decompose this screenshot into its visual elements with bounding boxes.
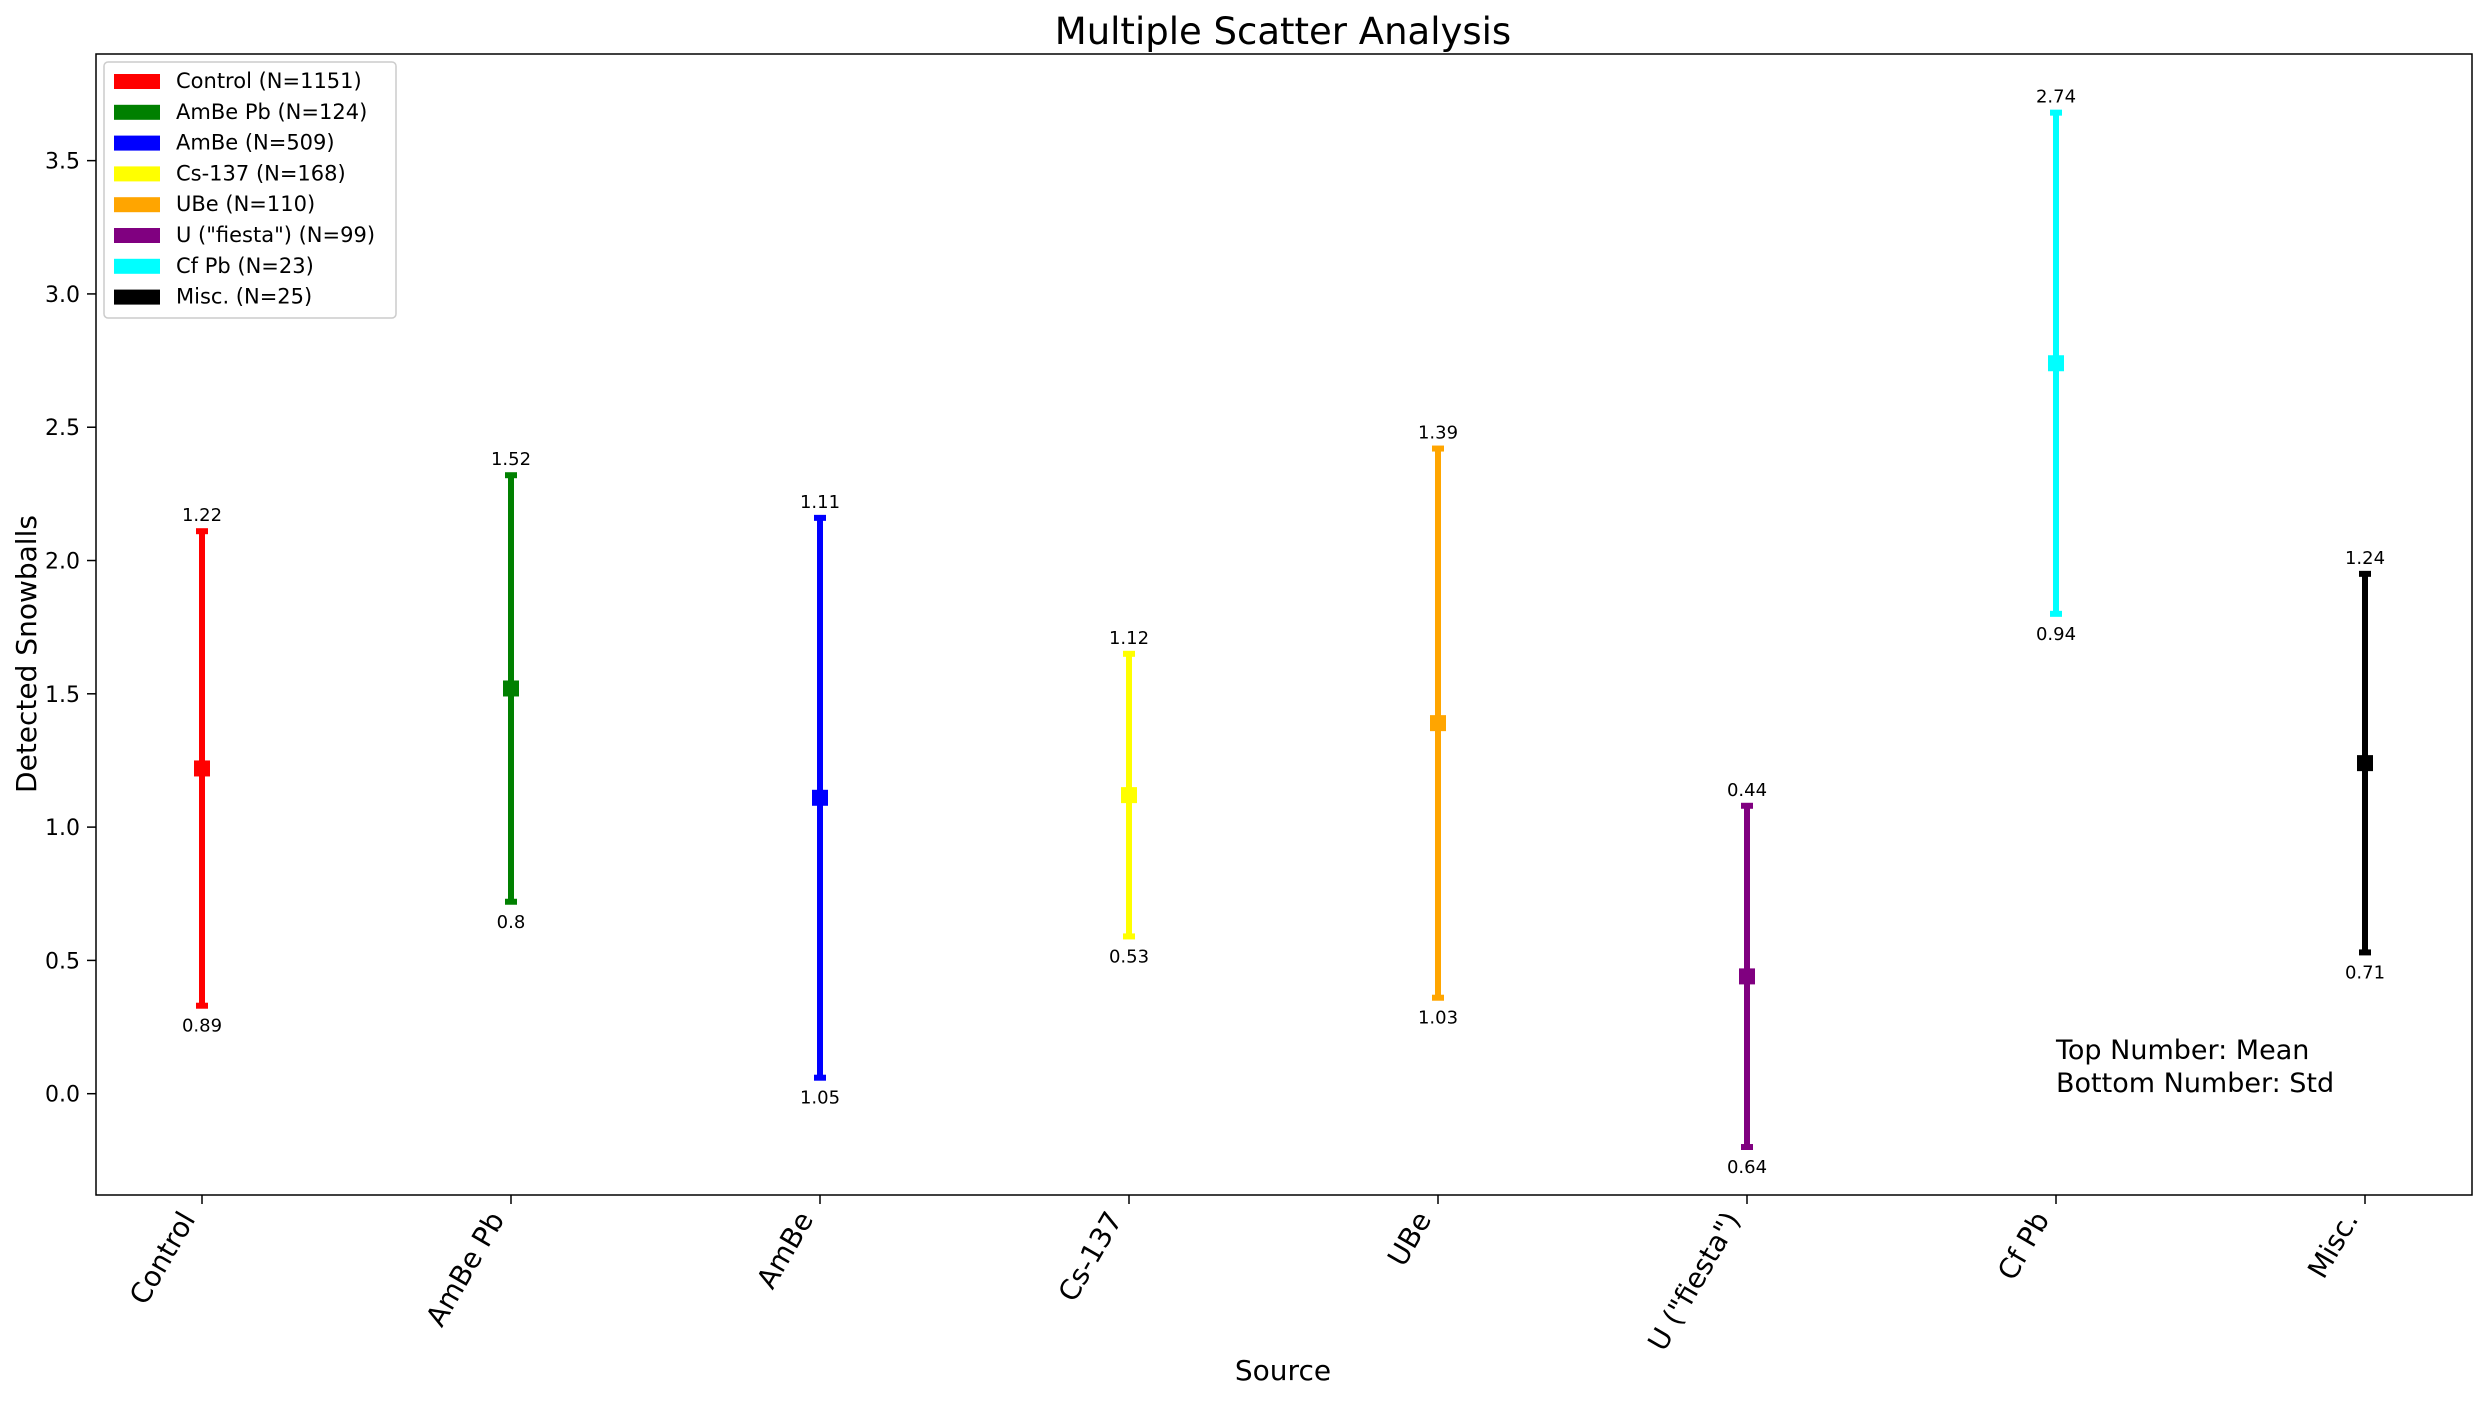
y-tick-label: 1.5 xyxy=(45,683,80,708)
y-tick-label: 3.5 xyxy=(45,150,80,175)
mean-label: 1.24 xyxy=(2345,548,2385,569)
y-tick-label: 2.0 xyxy=(45,550,80,575)
mean-label: 1.12 xyxy=(1109,628,1149,649)
legend-item-label: AmBe Pb (N=124) xyxy=(176,100,367,124)
mean-label: 1.39 xyxy=(1418,423,1458,444)
std-label: 1.05 xyxy=(800,1088,840,1109)
std-label: 0.89 xyxy=(182,1016,222,1037)
legend-swatch xyxy=(114,197,160,213)
legend-box xyxy=(103,61,397,319)
legend-item-label: Cf Pb (N=23) xyxy=(176,254,314,278)
mean-label: 1.52 xyxy=(491,449,531,470)
std-label: 1.03 xyxy=(1418,1008,1458,1029)
std-label: 0.53 xyxy=(1109,946,1149,967)
y-tick-label: 1.0 xyxy=(45,816,80,841)
legend-swatch xyxy=(114,135,160,151)
legend-swatch xyxy=(114,258,160,274)
mean-label: 1.11 xyxy=(800,492,840,513)
legend-item-label: UBe (N=110) xyxy=(176,192,315,216)
legend-item-label: Cs-137 (N=168) xyxy=(176,161,346,185)
legend-item-label: AmBe (N=509) xyxy=(176,131,335,155)
y-tick-label: 0.0 xyxy=(45,1083,80,1108)
mean-label: 2.74 xyxy=(2036,87,2076,108)
legend-swatch xyxy=(114,74,160,89)
y-tick-label: 2.5 xyxy=(45,416,80,441)
legend-swatch xyxy=(114,104,160,120)
mean-marker xyxy=(194,760,210,777)
legend: Control (N=1151) AmBe Pb (N=124) AmBe (N=5… xyxy=(103,61,397,319)
y-axis-label: Detected Snowballs xyxy=(10,515,43,793)
mean-marker xyxy=(1739,968,1755,985)
marks-layer: 1.22 0.89 1.52 0.8 1.11 1.05 1.12 0.53 1.39 1.03 0… xyxy=(182,87,2385,1178)
std-label: 0.64 xyxy=(1727,1157,1767,1178)
std-label: 0.71 xyxy=(2345,962,2385,983)
annotation-line-1: Top Number: Mean xyxy=(2055,1035,2309,1066)
annotation-line-2: Bottom Number: Std xyxy=(2056,1068,2334,1099)
std-label: 0.94 xyxy=(2036,624,2076,645)
legend-swatch xyxy=(114,289,160,305)
x-axis-label: Source xyxy=(1235,1354,1331,1387)
mean-marker xyxy=(812,789,828,806)
mean-marker xyxy=(1121,787,1137,804)
mean-label: 0.44 xyxy=(1727,780,1767,801)
legend-item-label: Control (N=1151) xyxy=(176,69,362,93)
legend-item-label: Misc. (N=25) xyxy=(176,285,312,309)
mean-label: 1.22 xyxy=(182,505,222,526)
mean-marker xyxy=(2357,755,2373,772)
y-tick-label: 3.0 xyxy=(45,283,80,308)
legend-item-label: U ("fiesta") (N=99) xyxy=(176,223,375,247)
chart-title: Multiple Scatter Analysis xyxy=(1055,10,1511,53)
plot-area-frame xyxy=(95,53,2473,1196)
mean-marker xyxy=(2048,355,2064,372)
y-tick-label: 0.5 xyxy=(45,949,80,974)
legend-swatch xyxy=(114,228,160,243)
legend-swatch xyxy=(114,166,160,182)
mean-marker xyxy=(503,680,519,697)
mean-marker xyxy=(1430,715,1446,732)
std-label: 0.8 xyxy=(497,912,526,933)
